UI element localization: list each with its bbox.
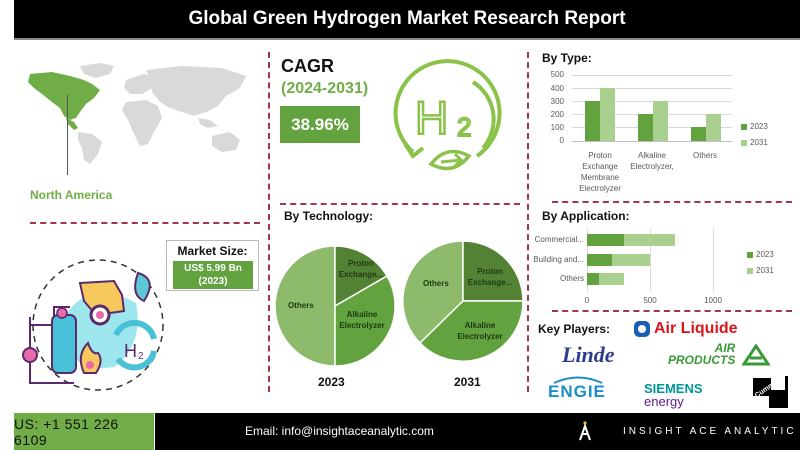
bar-others-app-2031 <box>599 273 624 285</box>
region-pointer-line <box>67 95 68 175</box>
bar-others-app-2023 <box>587 273 599 285</box>
logo-linde: Linde <box>562 342 615 367</box>
divider-right-horizontal-2 <box>552 310 792 312</box>
bar-others-2031 <box>706 114 721 141</box>
bar-building-2031 <box>612 254 650 266</box>
bar-commercial-2031 <box>624 234 675 246</box>
cagr-value-badge: 38.96% <box>280 106 360 143</box>
footer-brand: INSIGHT ACE ANALYTIC <box>623 426 797 437</box>
insight-ace-logo-icon <box>579 421 591 441</box>
pie-2023-label-alkaline: Alkaline Electrolyzer <box>339 310 385 330</box>
logo-air-products: AIR PRODUCTS <box>668 341 736 367</box>
by-application-title: By Application: <box>542 209 630 223</box>
hydrogen-leaf-icon: H 2 <box>393 59 502 171</box>
technology-pie-2023 <box>274 245 396 367</box>
pie-2023-label-others: Others <box>288 301 314 310</box>
bar-pem-2031 <box>600 88 615 141</box>
svg-text:2: 2 <box>138 351 144 362</box>
green-hydrogen-illustration-icon: H 2 <box>22 259 164 391</box>
market-size-title: Market Size: <box>177 244 248 258</box>
bar-alkaline-2031 <box>653 101 668 141</box>
logo-air-liquide: Air Liquide <box>634 320 738 338</box>
market-size-amount: US$ 5.99 Bn <box>184 263 242 274</box>
pie-2023-label-pem: Proton Exchange... <box>338 259 384 279</box>
by-technology-title: By Technology: <box>284 209 374 223</box>
bar-commercial-2023 <box>587 234 624 246</box>
by-application-legend-2031: 2031 <box>747 266 774 275</box>
pie-2031-label-pem: Proton Exchange... <box>467 267 513 287</box>
footer-email-link[interactable]: Email: info@insightaceanalytic.com <box>245 424 434 438</box>
by-type-legend-2031: 2031 <box>741 138 768 147</box>
pie-2031-label-alkaline: Alkaline Electrolyzer <box>457 321 503 341</box>
divider-right-horizontal-1 <box>552 201 792 203</box>
footer-phone[interactable]: US: +1 551 226 6109 <box>14 413 154 450</box>
key-players-title: Key Players: <box>538 322 611 336</box>
by-type-category-others: Others <box>692 151 717 160</box>
market-size-value: US$ 5.99 Bn (2023) <box>173 261 253 289</box>
engie-arc-icon <box>553 376 603 384</box>
pie-2023-year: 2023 <box>318 375 345 389</box>
logo-engie: ENGIE <box>548 376 606 402</box>
logo-siemens-energy: SIEMENS energy <box>644 381 703 409</box>
pie-2031-year: 2031 <box>454 375 481 389</box>
by-type-category-pem: Proton Exchange Membrane Electrolyzer <box>579 151 621 193</box>
bar-others-2023 <box>691 127 706 141</box>
svg-text:2: 2 <box>457 112 471 142</box>
market-size-card: Market Size: US$ 5.99 Bn (2023) <box>166 240 259 291</box>
air-liquide-icon <box>634 321 650 337</box>
svg-text:H: H <box>415 92 448 144</box>
report-title: Global Green Hydrogen Market Research Re… <box>188 8 626 29</box>
svg-text:H: H <box>124 341 137 361</box>
footer-bar: Email: info@insightaceanalytic.com INSIG… <box>155 413 800 450</box>
bar-building-2023 <box>587 254 612 266</box>
air-products-mark-icon <box>742 344 770 366</box>
divider-right <box>527 52 529 392</box>
cagr-value: 38.96% <box>291 114 349 134</box>
report-title-bar: Global Green Hydrogen Market Research Re… <box>14 0 800 40</box>
by-type-legend-2023: 2023 <box>741 122 768 131</box>
market-size-year: (2023) <box>198 276 228 287</box>
bar-pem-2023 <box>585 101 600 141</box>
region-label: North America <box>30 188 113 202</box>
divider-center-horizontal <box>280 203 520 205</box>
technology-pie-2031 <box>402 240 524 362</box>
by-type-category-alkaline: Alkaline Electrolyzer, <box>630 151 674 171</box>
pie-2031-label-others: Others <box>423 279 449 288</box>
cummins-icon <box>751 374 791 410</box>
cagr-title: CAGR <box>281 56 334 76</box>
divider-left <box>268 52 270 392</box>
by-type-title: By Type: <box>542 51 592 65</box>
divider-left-horizontal <box>30 222 260 224</box>
world-map-icon <box>28 63 246 164</box>
logo-cummins: Cummins <box>751 374 791 410</box>
by-application-legend-2023: 2023 <box>747 250 774 259</box>
bar-alkaline-2023 <box>638 114 653 141</box>
cagr-period: (2024-2031) <box>281 80 369 97</box>
